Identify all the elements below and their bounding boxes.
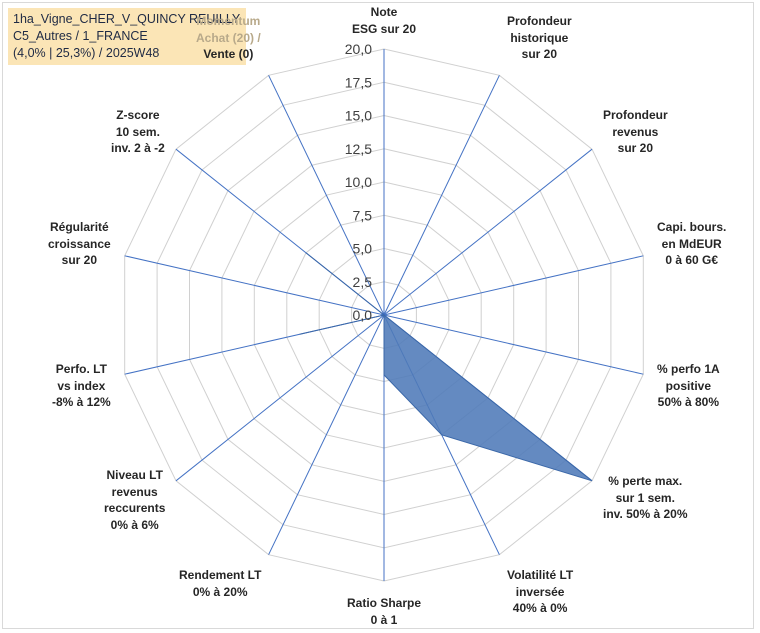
axis-label-line: 0 à 1 (370, 612, 398, 627)
radar-series (299, 252, 593, 482)
tick-label: 7,5 (353, 207, 373, 223)
axis-label-line: vs index (57, 378, 106, 393)
axis-label-line: sur 20 (61, 253, 98, 267)
axis-label-line: sur 1 sem. (615, 490, 675, 505)
axis-label-line: en MdEUR (661, 236, 722, 251)
axis-label-line: Régularité (50, 220, 109, 234)
axis-label-line: -8% à 12% (52, 395, 111, 409)
axis-label-line: Niveau LT (106, 468, 163, 482)
tick-label: 17,5 (345, 74, 372, 90)
axis-label: Capi. bours. en MdEUR 0 à 60 G€ (657, 219, 726, 269)
chart-title-box: 1ha_Vigne_CHER_V_QUINCY REUILLY C5_Autre… (8, 8, 247, 65)
axis-label-line: Profondeur (507, 14, 572, 28)
axis-label: Volatilité LT inversée 40% à 0% (507, 567, 573, 617)
axis-label-line: % perfo 1A (657, 362, 720, 376)
axis-label: Régularité croissance sur 20 (48, 219, 111, 269)
axis-spoke (268, 75, 385, 316)
chart-title-line-1: 1ha_Vigne_CHER_V_QUINCY REUILLY (13, 12, 241, 26)
axis-label-line: revenus (111, 484, 158, 499)
axis-spoke (383, 255, 644, 316)
axis-label-line: Z-score (116, 108, 160, 122)
axis-label-line: revenus (612, 124, 659, 139)
axis-label-line: Capi. bours. (657, 220, 727, 234)
chart-title-line-3: (4,0% | 25,3%) / 2025W48 (13, 46, 160, 60)
axis-label: Perfo. LT vs index -8% à 12% (52, 361, 111, 411)
axis-label-line: inv. 2 à -2 (111, 141, 165, 155)
axis-spoke (124, 255, 385, 316)
axis-label-line: 10 sem. (115, 124, 160, 139)
axis-label-line: 50% à 80% (657, 395, 720, 409)
axis-spoke (383, 75, 500, 316)
axis-label-line: inv. 50% à 20% (603, 507, 688, 521)
axis-label: Ratio Sharpe 0 à 1 (347, 595, 421, 628)
tick-label: 12,5 (345, 141, 372, 157)
axis-label: % perte max. sur 1 sem. inv. 50% à 20% (603, 473, 688, 523)
axis-label: Z-score 10 sem. inv. 2 à -2 (111, 107, 165, 157)
axis-label-line: Ratio Sharpe (347, 596, 422, 610)
tick-label: 15,0 (345, 108, 372, 124)
tick-label: 5,0 (353, 241, 373, 257)
axis-label: Rendement LT 0% à 20% (179, 567, 261, 600)
axis-label: % perfo 1A positive 50% à 80% (657, 361, 720, 411)
axis-label-line: historique (510, 30, 569, 45)
axis-label-line: ESG sur 20 (352, 21, 417, 36)
axis-label-line: Note (370, 5, 398, 19)
tick-label: 2,5 (353, 274, 373, 290)
series-area (299, 252, 593, 482)
axis-label-line: Rendement LT (179, 568, 262, 582)
axis-label-line: croissance (48, 236, 111, 251)
axis-label: Momentum Achat (20) / Vente (0) (196, 13, 261, 63)
axis-spoke (383, 314, 644, 375)
axis-label-line: 40% à 0% (512, 601, 568, 615)
axis-label: Niveau LT revenus reccurents 0% à 6% (104, 467, 165, 533)
axis-label-line: 0% à 6% (110, 517, 159, 532)
axis-label-line: sur 20 (617, 141, 654, 155)
axis-label: Profondeur historique sur 20 (507, 13, 572, 63)
axis-spoke (383, 148, 593, 316)
tick-label: 0,0 (353, 307, 373, 323)
axis-label-line: 0 à 60 G€ (665, 253, 719, 267)
axis-spoke (268, 314, 385, 555)
axis-label-line: inversée (515, 584, 565, 599)
axis-label-line: Profondeur (603, 108, 668, 122)
axis-label-line: positive (665, 378, 712, 393)
axis-label-line: Momentum (196, 14, 261, 28)
axis-label: Note ESG sur 20 (352, 4, 416, 37)
axis-label-line: reccurents (104, 501, 166, 515)
axis-label: Profondeur revenus sur 20 (603, 107, 668, 157)
chart-title-line-2: C5_Autres / 1_FRANCE (13, 29, 148, 43)
axis-label-line: 0% à 20% (192, 584, 248, 599)
axis-label-line: Volatilité LT (507, 568, 574, 582)
axis-label-line: Vente (0) (203, 47, 254, 61)
axis-spoke (175, 314, 385, 482)
axis-label-line: Achat (20) / (196, 30, 261, 45)
axis-label-line: sur 20 (521, 47, 558, 61)
tick-label: 20,0 (345, 41, 372, 57)
axis-label-line: Perfo. LT (55, 362, 107, 376)
tick-label: 10,0 (345, 174, 372, 190)
radial-tick-labels: 0,0 2,5 5,0 7,5 10,0 12,5 15,0 17,5 20,0 (345, 41, 372, 323)
axis-label-line: % perte max. (608, 474, 683, 488)
